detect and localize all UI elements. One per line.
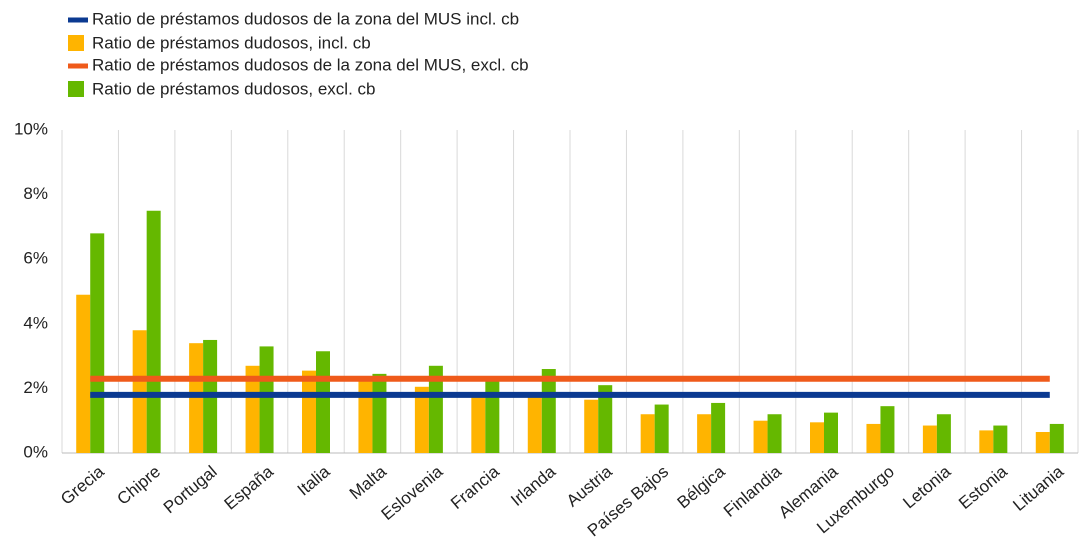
bar (541, 369, 556, 453)
legend-label: Ratio de préstamos dudosos, incl. cb (92, 33, 371, 52)
bar (654, 404, 669, 453)
y-tick-label: 8% (23, 184, 48, 203)
y-tick-label: 10% (14, 119, 48, 138)
x-tick-label: Eslovenia (378, 462, 447, 524)
bar (697, 414, 712, 453)
bar (922, 425, 937, 453)
bar (428, 365, 443, 453)
x-tick-label: España (221, 462, 278, 514)
bar (485, 380, 500, 453)
bar (824, 412, 838, 453)
bar (753, 420, 768, 453)
bar (598, 385, 613, 453)
x-tick-label: Austria (563, 462, 616, 511)
bar (302, 370, 316, 453)
legend-marker (68, 81, 84, 97)
bar (189, 343, 204, 453)
bar (414, 386, 429, 453)
bar (316, 351, 330, 453)
bar (132, 330, 147, 453)
x-tick-label: Portugal (160, 462, 221, 517)
x-tick-label: Irlanda (507, 462, 559, 510)
legend-label: Ratio de préstamos dudosos de la zona de… (92, 55, 529, 74)
legend-label: Ratio de préstamos dudosos, excl. cb (92, 79, 375, 98)
x-tick-label: Francia (447, 462, 503, 513)
x-tick-label: Malta (346, 462, 390, 504)
bar (527, 396, 542, 453)
x-tick-label: Finlandia (720, 462, 785, 521)
x-tick-label: Lituania (1009, 462, 1067, 515)
bar (372, 373, 387, 453)
x-tick-label: Chipre (114, 462, 165, 509)
legend-label: Ratio de préstamos dudosos de la zona de… (92, 9, 519, 28)
bar (936, 414, 951, 453)
bar (993, 425, 1008, 453)
x-tick-label: Estonia (955, 462, 1011, 513)
bar (1035, 432, 1050, 453)
x-tick-label: Italia (294, 462, 334, 500)
bar (259, 346, 274, 453)
bar (146, 210, 161, 453)
bar (880, 406, 895, 453)
y-tick-label: 2% (23, 378, 48, 397)
bar (90, 233, 105, 453)
bar (471, 394, 486, 453)
y-tick-label: 0% (23, 442, 48, 461)
bar (76, 294, 91, 453)
bar (245, 365, 260, 453)
bar (584, 399, 599, 453)
bar (640, 414, 655, 453)
bar (866, 423, 881, 453)
bar (711, 402, 726, 453)
bar (1049, 423, 1064, 453)
y-tick-label: 6% (23, 249, 48, 268)
y-tick-label: 4% (23, 313, 48, 332)
x-tick-label: Grecia (57, 462, 108, 509)
bar (810, 422, 824, 453)
legend-marker (68, 35, 84, 51)
x-tick-label: Letonia (899, 462, 954, 513)
bar (358, 378, 373, 453)
bar (979, 430, 994, 453)
bar (767, 414, 782, 453)
